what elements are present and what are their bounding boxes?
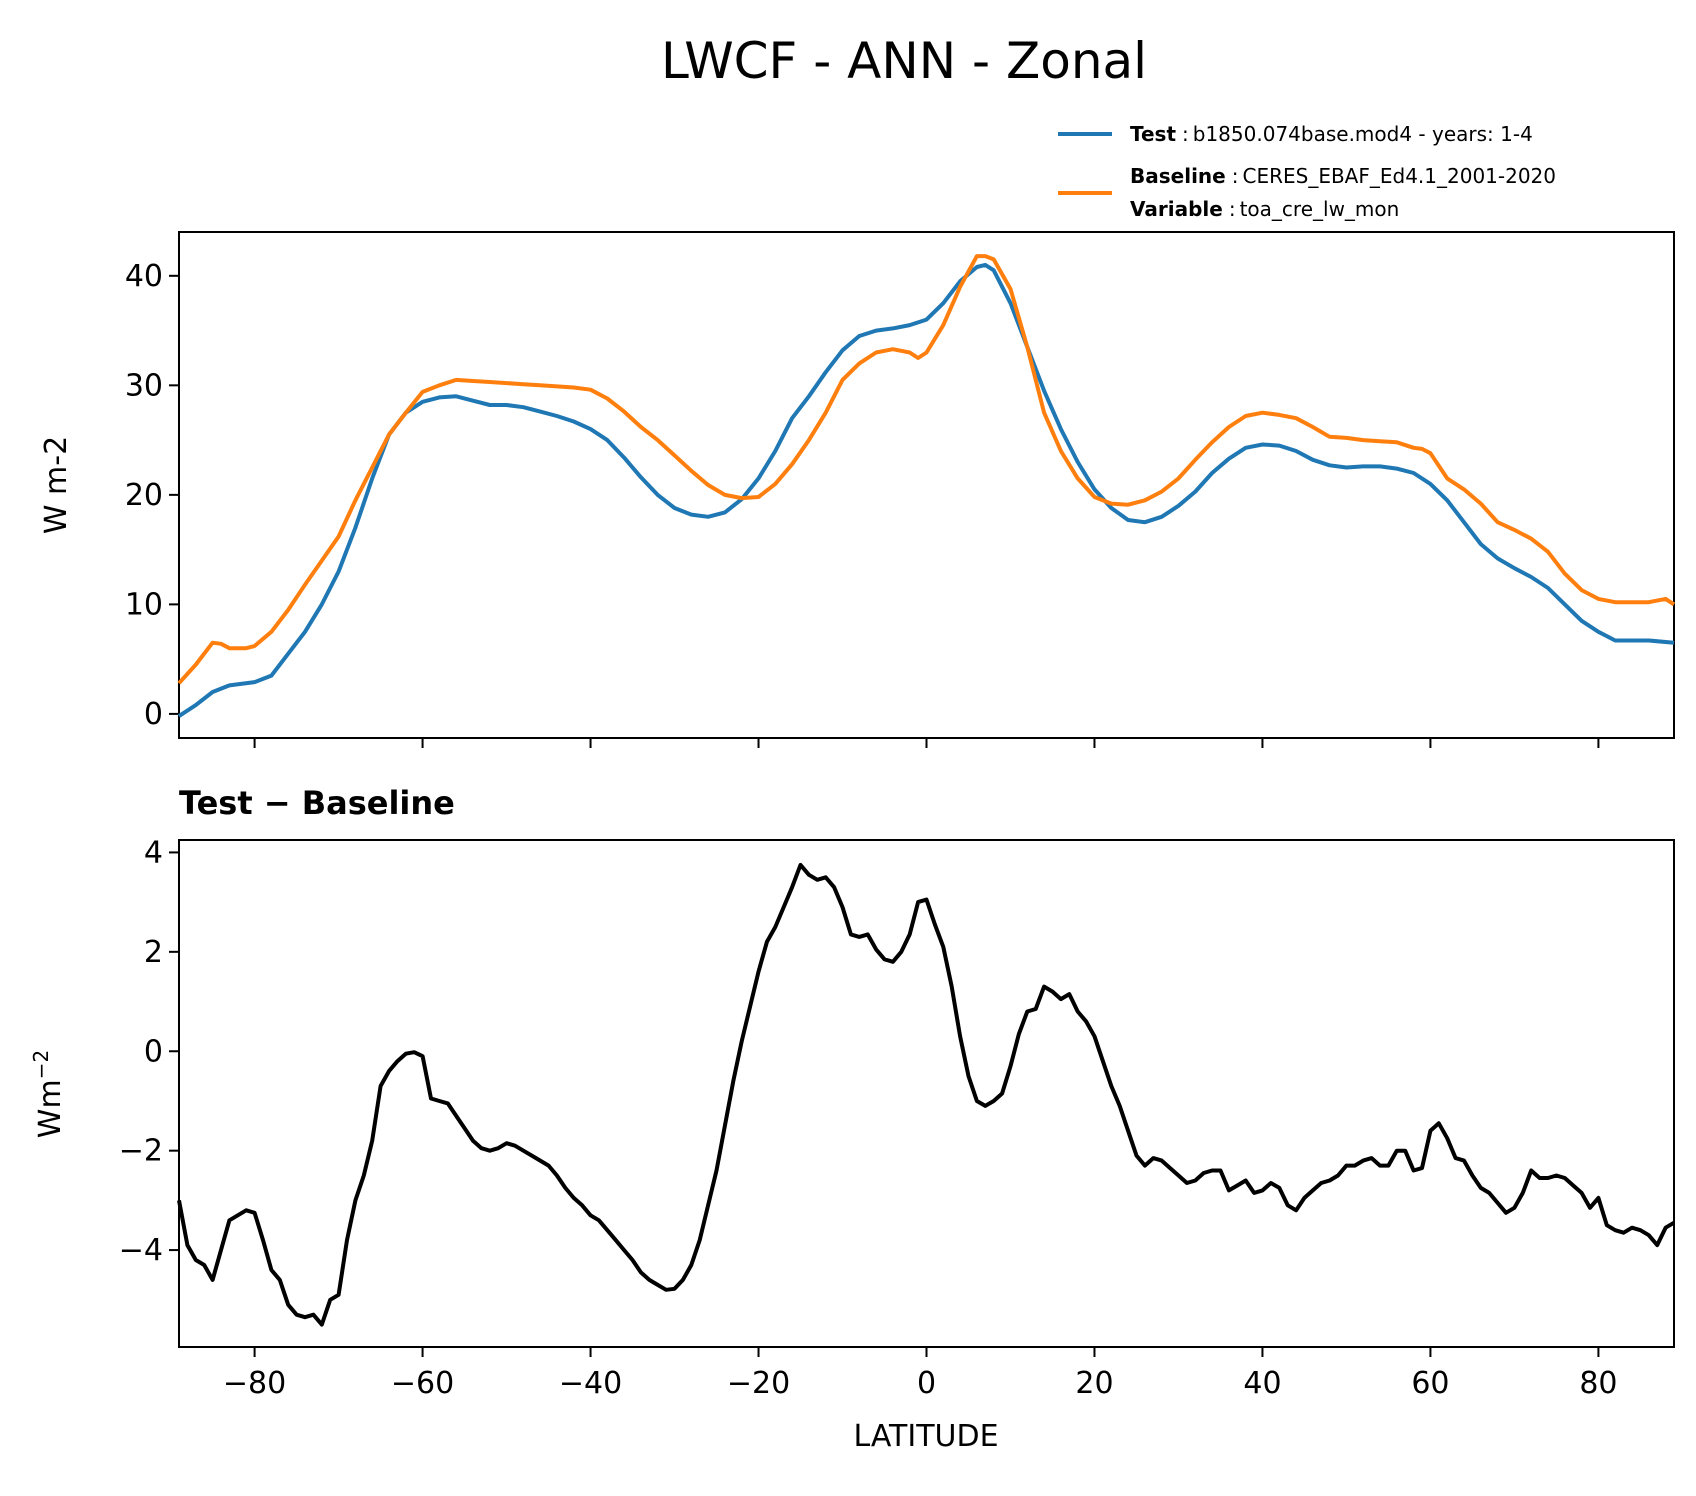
top-x-axis-ticks [253, 738, 1600, 748]
bottom-y-axis-label-sup: −2 [29, 1050, 53, 1079]
bottom-plot-frame [178, 839, 1675, 1348]
bottom-series-lines [177, 862, 1676, 1327]
top-plot-frame [178, 231, 1675, 739]
legend-variable-key: Variable [1130, 197, 1223, 221]
bottom-x-tick-label: 80 [1579, 1366, 1617, 1401]
top-y-tick-label: 40 [125, 259, 163, 294]
bottom-x-tick-label: 20 [1075, 1366, 1113, 1401]
legend-test-sep: : [1182, 122, 1189, 146]
legend-baseline-key: Baseline [1130, 164, 1226, 188]
figure-title: LWCF - ANN - Zonal [661, 32, 1147, 90]
legend-test-value: b1850.074base.mod4 - years: 1-4 [1193, 122, 1533, 146]
top-y-tick-label: 0 [144, 697, 163, 732]
bottom-y-tick-label: −4 [119, 1233, 163, 1268]
bottom-x-tick-label: −20 [727, 1366, 790, 1401]
bottom-y-axis-label-base: Wm [33, 1079, 68, 1138]
legend-test-key: Test [1130, 122, 1176, 146]
bottom-y-tick-label: −2 [119, 1134, 163, 1169]
legend-variable-value: toa_cre_lw_mon [1240, 197, 1400, 221]
top-y-tick-label: 10 [125, 587, 163, 622]
bottom-y-tick-label: 4 [144, 835, 163, 870]
bottom-x-tick-label: −60 [391, 1366, 454, 1401]
bottom-x-tick-label: −80 [223, 1366, 286, 1401]
bottom-y-axis-label: Wm−2 [29, 1050, 68, 1138]
top-y-tick-label: 30 [125, 368, 163, 403]
bottom-y-tick-label: 0 [144, 1034, 163, 1069]
legend-baseline-entry: Baseline: CERES_EBAF_Ed4.1_2001-2020 [1130, 164, 1556, 188]
bottom-x-tick-label: −40 [559, 1366, 622, 1401]
top-series-line-baseline [177, 254, 1676, 685]
top-y-axis-label: W m-2 [39, 436, 74, 534]
bottom-series-line-difference [177, 862, 1676, 1327]
top-y-axis-ticks: 0 10 20 30 40 [125, 259, 179, 732]
bottom-panel-title: Test − Baseline [179, 784, 455, 822]
legend: Test: b1850.074base.mod4 - years: 1-4 Bas… [1058, 122, 1556, 221]
bottom-x-tick-label: 40 [1243, 1366, 1281, 1401]
top-y-tick-label: 20 [125, 478, 163, 513]
legend-variable-sep: : [1229, 197, 1236, 221]
bottom-x-axis-ticks: −80 −60 −40 −20 0 20 40 60 80 [223, 1347, 1618, 1401]
bottom-y-tick-label: 2 [144, 935, 163, 970]
legend-variable-entry: Variable: toa_cre_lw_mon [1130, 197, 1399, 221]
top-series-line-test [177, 262, 1675, 718]
legend-baseline-sep: : [1232, 164, 1239, 188]
legend-test-entry: Test: b1850.074base.mod4 - years: 1-4 [1130, 122, 1533, 146]
top-series-lines [177, 254, 1676, 718]
bottom-x-tick-label: 60 [1411, 1366, 1449, 1401]
legend-baseline-value: CERES_EBAF_Ed4.1_2001-2020 [1242, 164, 1556, 188]
x-axis-label: LATITUDE [853, 1419, 998, 1454]
bottom-x-tick-label: 0 [917, 1366, 936, 1401]
top-panel: 0 10 20 30 40 W m-2 [39, 231, 1676, 748]
bottom-y-axis-ticks: −4 −2 0 2 4 [119, 835, 179, 1268]
